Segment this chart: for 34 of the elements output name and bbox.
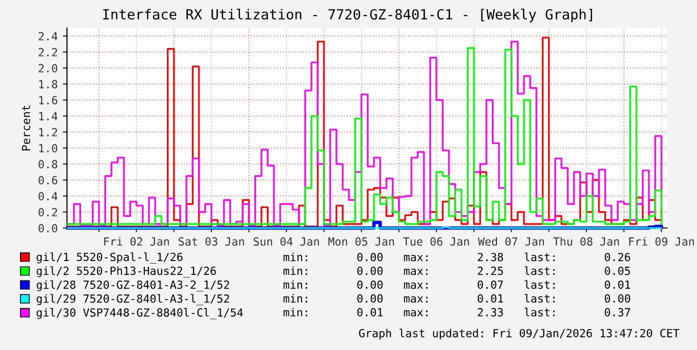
text: min: 0.00 max: 2.38 last: 0.26 [284,252,630,262]
legend-label: gil/30 VSP7448-GZ-8840l-Cl_1/54 [36,308,243,320]
x-tick-label: Tue 06 Jan [403,237,469,246]
y-tick-label: 1.6 [39,96,58,104]
x-tick-label: Fri 09 Jan [629,237,694,246]
y-tick-label: 2.2 [38,48,58,56]
y-axis-title: Percent [22,106,30,150]
text: min: 0.01 max: 2.33 last: 0.37 [284,308,630,316]
y-tick-label: 0.2 [38,208,58,216]
legend-label: gil/28 7520-GZ-8401-A3-2_1/52 [36,280,230,292]
y-tick-label: 1.2 [39,128,58,136]
text: min: 0.00 max: 0.07 last: 0.01 [284,280,630,289]
x-tick-label: Sat 03 Jan [178,237,244,246]
x-tick-label: Wed 07 Jan [478,237,544,246]
y-tick-label: 1.0 [39,144,58,152]
y-tick-label: 2.4 [38,32,58,40]
x-tick-label: Fri 02 Jan [104,237,169,246]
y-tick-label: 0.8 [38,160,58,168]
y-tick-label: 0.6 [38,176,58,184]
y-tick-label: 2.0 [38,64,58,72]
x-tick-label: Mon 05 Jan [328,237,394,246]
legend-label: gil/2 5520-Ph13-Haus22_1/26 [36,266,216,278]
x-tick-label: Sun 04 Jan [254,237,319,246]
text: min: 0.00 max: 2.25 last: 0.05 [284,266,630,276]
x-tick-label: Thu 08 Jan [553,237,619,246]
y-tick-label: 1.8 [39,80,58,88]
chart-title: Interface RX Utilization - 7720-GZ-8401-C1 - [Weekly Graph] [103,8,592,22]
y-tick-label: 0.0 [38,224,58,232]
text: Graph last updated: Fri 09/Jan/2026 13:47:20 CET [359,328,680,340]
y-tick-label: 0.4 [38,192,58,200]
legend-label: gil/29 7520-GZ-840l-A3-l_1/52 [36,294,230,306]
text: min: 0.00 max: 0.01 last: 0.00 [284,294,630,303]
legend-label: gil/1 5520-Spal-l_1/26 [36,252,182,264]
y-tick-label: 1.4 [39,112,58,120]
